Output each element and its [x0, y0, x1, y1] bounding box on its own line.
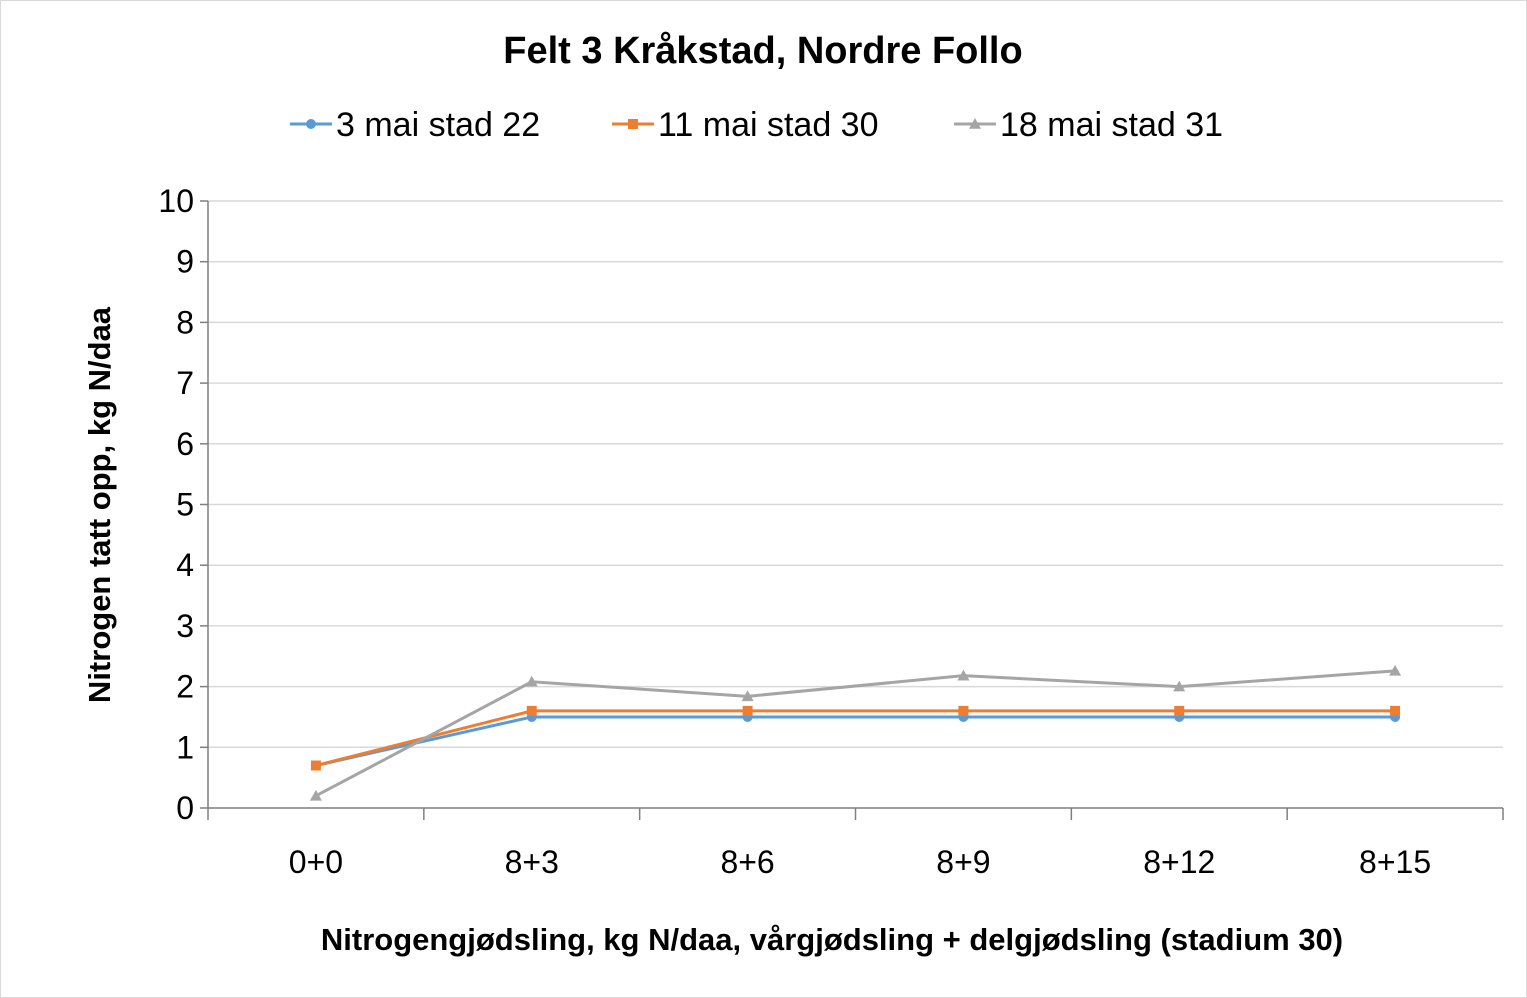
data-point: [1389, 664, 1402, 676]
gridlines: [208, 200, 1503, 749]
x-tick-label: 8+12: [1143, 844, 1215, 880]
y-tick-label: 5: [176, 487, 194, 523]
y-axis-title: Nitrogen tatt opp, kg N/daa: [82, 306, 117, 703]
legend-label: 11 mai stad 30: [658, 106, 879, 144]
x-tick-label: 8+3: [505, 844, 559, 880]
y-tick-label: 6: [176, 426, 194, 462]
data-point: [1174, 705, 1185, 716]
x-tick-label: 8+15: [1359, 844, 1431, 880]
y-tick-label: 9: [176, 244, 194, 280]
data-point: [958, 705, 969, 716]
x-axis-title: Nitrogengjødsling, kg N/daa, vårgjødslin…: [321, 922, 1343, 957]
data-point: [525, 675, 538, 687]
data-point: [1390, 705, 1401, 716]
legend-item: 18 mai stad 31: [954, 106, 1223, 144]
series-2: [310, 705, 1401, 771]
legend-label: 3 mai stad 22: [336, 106, 540, 144]
y-tick-label: 8: [176, 304, 194, 340]
legend-marker: [628, 119, 638, 129]
y-tick-label: 2: [176, 669, 194, 705]
x-axis: 0+0 8+3 8+6 8+9 8+12 8+15: [207, 807, 1504, 880]
series-line: [315, 709, 1396, 767]
y-tick-label: 4: [176, 547, 194, 583]
legend: 3 mai stad 22 11 mai stad 30 18 mai stad 3…: [290, 106, 1223, 144]
legend-marker: [969, 118, 981, 129]
legend-label: 18 mai stad 31: [1000, 106, 1223, 144]
x-tick-label: 0+0: [289, 844, 343, 880]
series-line: [315, 669, 1396, 798]
data-point: [309, 789, 322, 801]
y-tick-label: 7: [176, 365, 194, 401]
y-tick-label: 10: [158, 183, 194, 219]
series-group: [309, 664, 1402, 801]
y-axis: 0 1 2 3 4 5 6 7 8 9 10: [158, 183, 209, 826]
series-1: [310, 711, 1401, 771]
y-tick-label: 3: [176, 608, 194, 644]
y-tick-label: 0: [176, 790, 194, 826]
chart-title: Felt 3 Kråkstad, Nordre Follo: [503, 30, 1022, 72]
data-point: [310, 760, 321, 771]
legend-item: 3 mai stad 22: [290, 106, 540, 144]
legend-marker: [306, 119, 316, 129]
data-point: [742, 705, 753, 716]
series-3: [309, 664, 1402, 801]
series-line: [315, 715, 1396, 767]
data-point: [526, 705, 537, 716]
x-tick-label: 8+6: [720, 844, 774, 880]
x-tick-label: 8+9: [936, 844, 990, 880]
data-point: [741, 690, 754, 702]
y-tick-label: 1: [176, 729, 194, 765]
data-point: [1173, 680, 1186, 692]
legend-item: 11 mai stad 30: [612, 106, 879, 144]
data-point: [957, 669, 970, 681]
